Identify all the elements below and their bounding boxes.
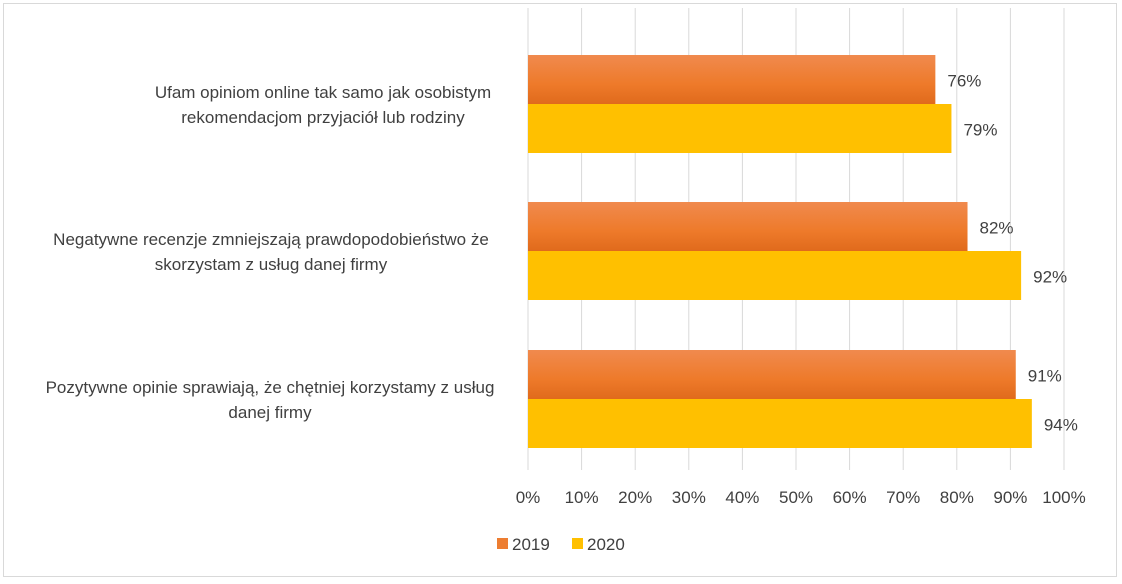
x-tick-label: 20%: [618, 488, 652, 507]
bar-2019: [528, 202, 968, 251]
data-label: 91%: [1028, 367, 1062, 386]
x-tick-label: 10%: [565, 488, 599, 507]
category-label: skorzystam z usług danej firmy: [155, 255, 388, 274]
x-tick-label: 0%: [516, 488, 541, 507]
bar-2019: [528, 350, 1016, 399]
category-label: danej firmy: [228, 403, 312, 422]
legend-swatch-2019: [497, 538, 508, 549]
x-tick-label: 90%: [993, 488, 1027, 507]
bar-2020: [528, 251, 1022, 300]
category-label: Pozytywne opinie sprawiają, że chętniej …: [46, 378, 495, 397]
bar-2019: [528, 55, 936, 104]
data-label: 76%: [947, 72, 981, 91]
data-label: 94%: [1044, 416, 1078, 435]
x-tick-label: 30%: [672, 488, 706, 507]
legend-label: 2019: [512, 535, 550, 554]
x-tick-label: 60%: [833, 488, 867, 507]
x-tick-label: 70%: [886, 488, 920, 507]
category-label: Negatywne recenzje zmniejszają prawdopod…: [53, 230, 489, 249]
x-tick-label: 100%: [1042, 488, 1085, 507]
category-label: rekomendacjom przyjaciół lub rodziny: [181, 108, 465, 127]
chart-frame: [3, 3, 1117, 577]
bar-2020: [528, 104, 952, 153]
x-tick-label: 40%: [725, 488, 759, 507]
x-tick-label: 50%: [779, 488, 813, 507]
legend-swatch-2020: [572, 538, 583, 549]
bar-2020: [528, 399, 1032, 448]
data-label: 79%: [963, 121, 997, 140]
x-tick-label: 80%: [940, 488, 974, 507]
data-label: 82%: [980, 219, 1014, 238]
category-label: Ufam opiniom online tak samo jak osobist…: [155, 83, 491, 102]
data-label: 92%: [1033, 268, 1067, 287]
legend-label: 2020: [587, 535, 625, 554]
